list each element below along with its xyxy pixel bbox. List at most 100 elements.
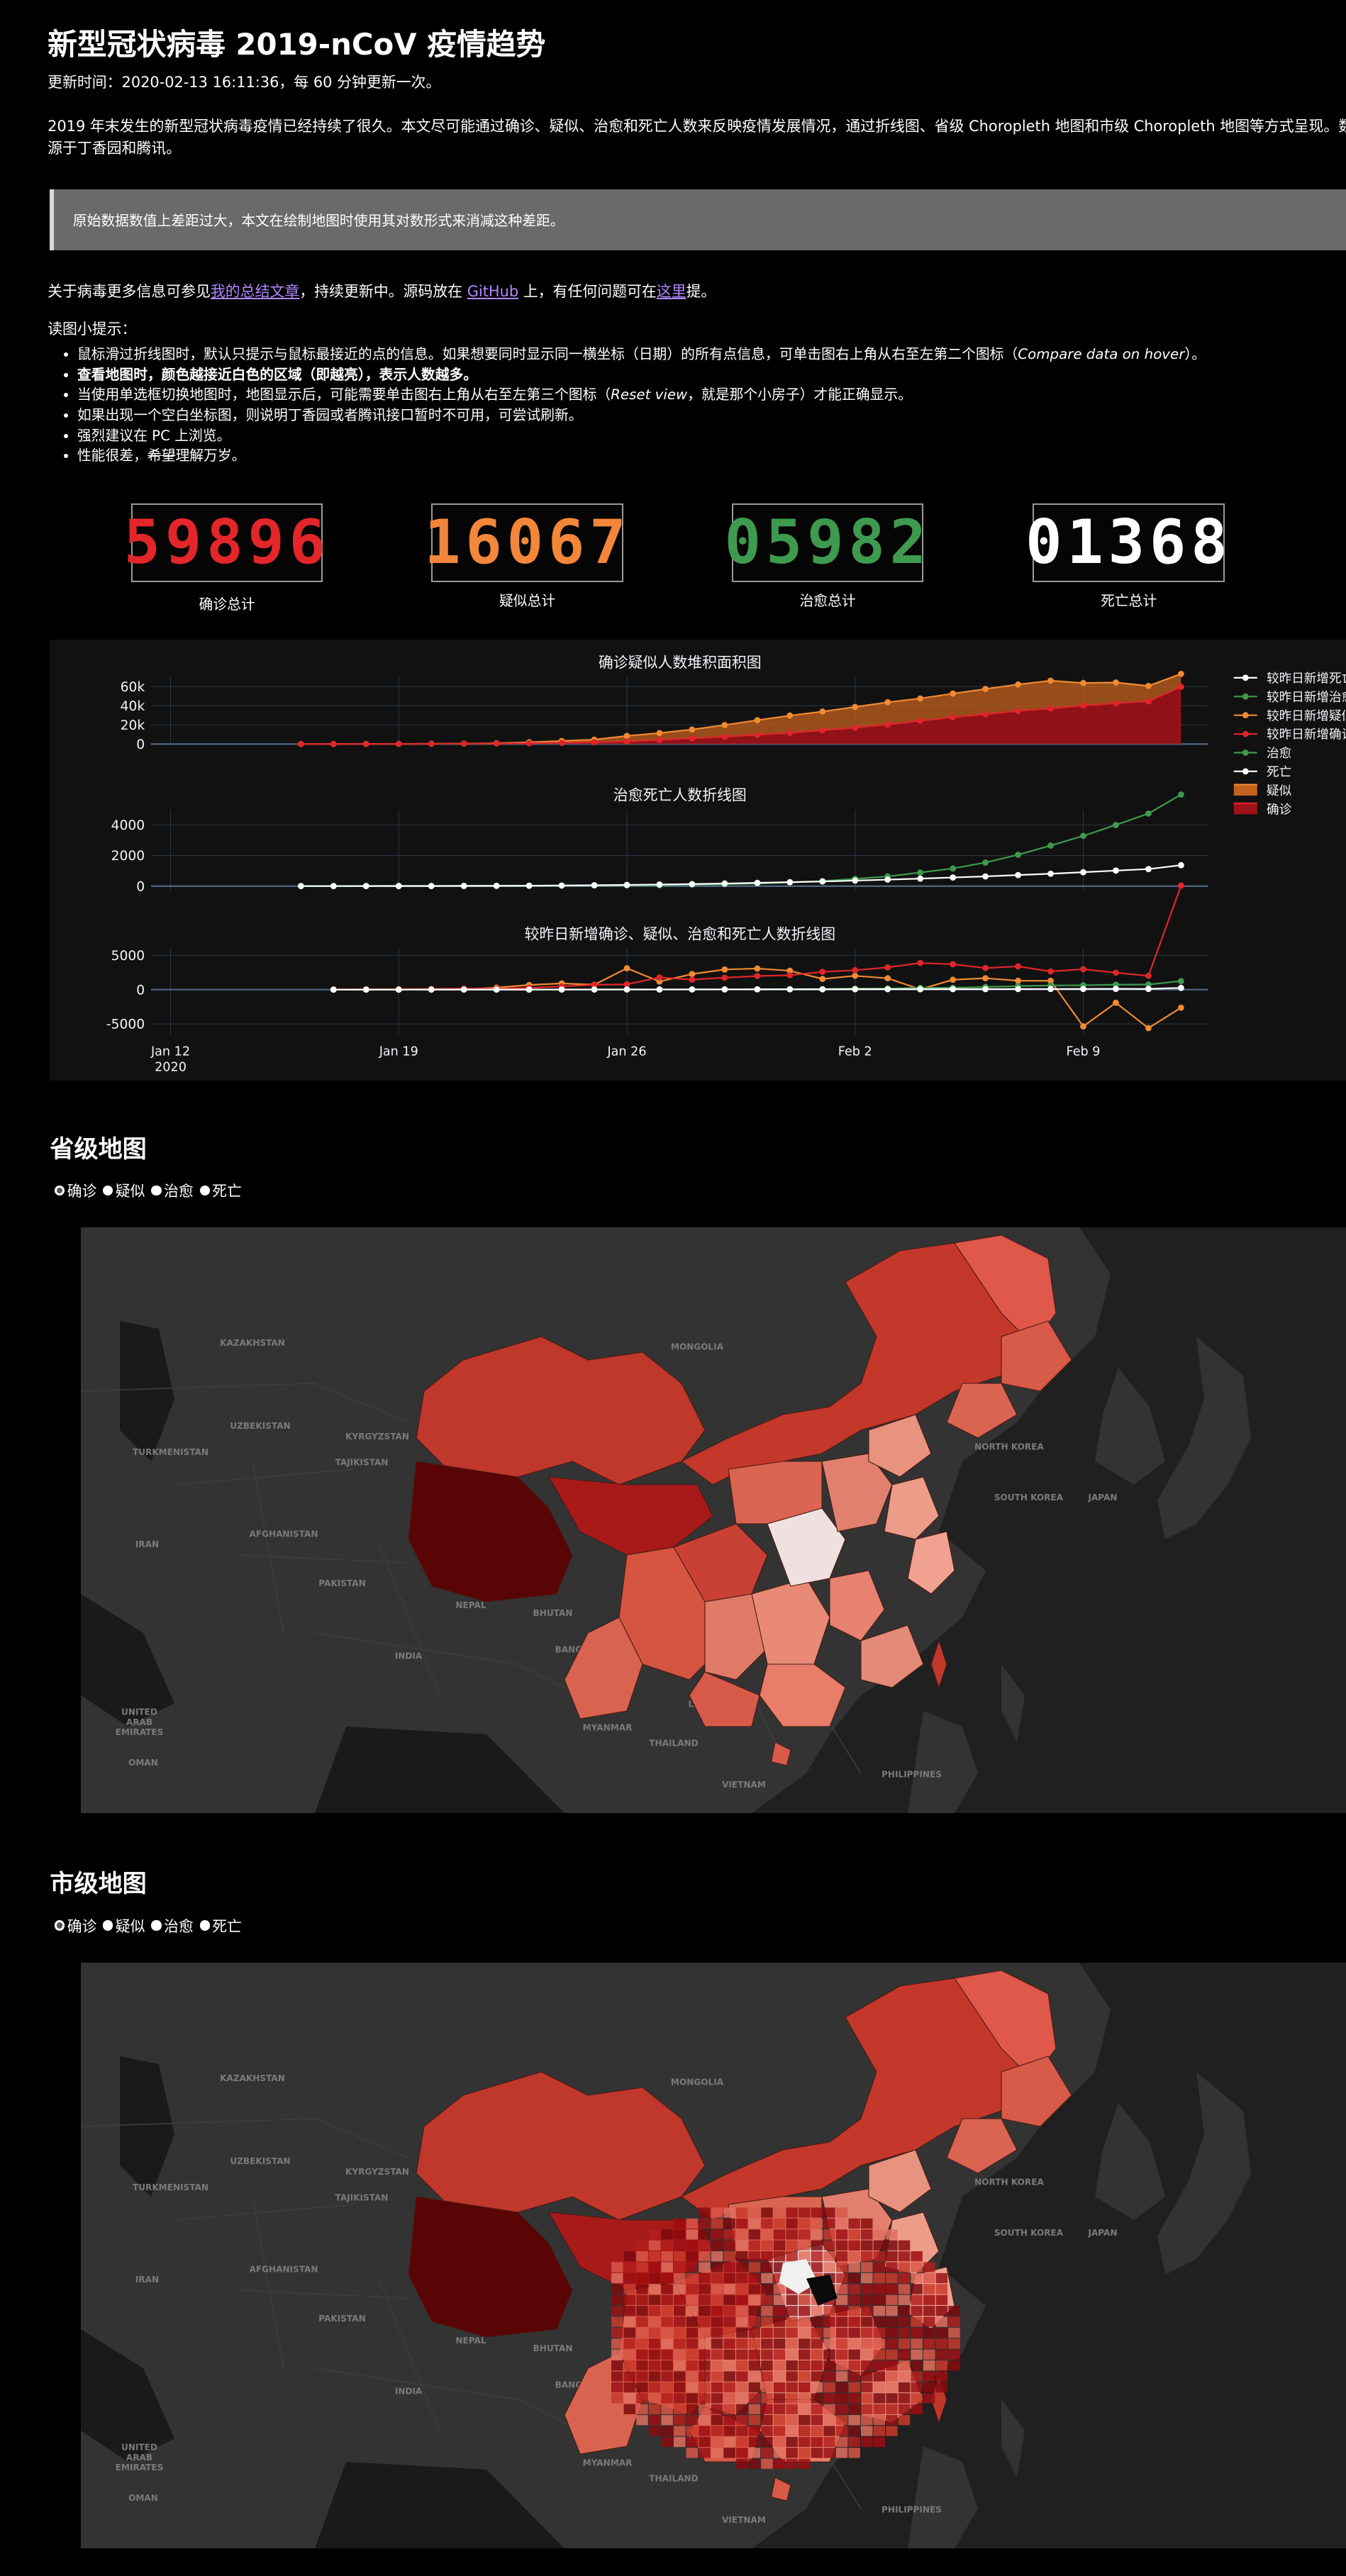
province-radio-suspected[interactable]: 疑似 <box>103 1180 145 1201</box>
city-region <box>811 2382 823 2392</box>
summary-article-link[interactable]: 我的总结文章 <box>210 283 300 300</box>
province-region <box>954 1970 1057 2080</box>
landmass <box>1001 1664 1025 1743</box>
province-region <box>408 2195 573 2338</box>
dead-line <box>301 864 1181 887</box>
city-choropleth-map[interactable]: KAZAKHSTAN MONGOLIA UZBEKISTAN KYRGYZSTAN TU… <box>81 1962 1346 2548</box>
city-region <box>711 2338 723 2349</box>
y-tick-label: 0 <box>137 737 145 752</box>
suspected-point <box>1015 681 1022 688</box>
dead-point <box>884 876 891 883</box>
city-region <box>711 2207 723 2218</box>
city-region <box>761 2349 774 2360</box>
city-region <box>861 2283 873 2295</box>
city-region <box>935 2382 948 2392</box>
city-region <box>786 2240 799 2251</box>
city-region <box>836 2229 848 2240</box>
border-line <box>252 1461 285 1634</box>
city-radio-confirmed[interactable]: 确诊 <box>55 1915 96 1936</box>
tip-item: 如果出现一个空白坐标图，则说明丁香园或者腾讯接口暂时不可用，可尝试刷新。 <box>77 406 1346 426</box>
city-region <box>623 2382 636 2392</box>
city-region <box>674 2392 686 2404</box>
dead-point <box>1178 862 1185 869</box>
province-map-svg[interactable]: KAZAKHSTAN MONGOLIA UZBEKISTAN KYRGYZSTAN TU… <box>81 1227 1346 1814</box>
province-radio-cured[interactable]: 治愈 <box>151 1180 194 1201</box>
city-region <box>736 2382 748 2392</box>
city-region <box>786 2349 799 2360</box>
province-radio-confirmed[interactable]: 确诊 <box>55 1180 96 1201</box>
github-link[interactable]: GitHub <box>467 283 519 300</box>
city-region <box>873 2382 886 2392</box>
issues-link[interactable]: 这里 <box>656 283 686 300</box>
city-region <box>836 2404 848 2414</box>
trend-chart-panel[interactable]: 0 20k 40k 60k 确诊疑似人数堆积面积图 0 2000 4000 治愈死亡人数折线图 -… <box>50 640 1346 1081</box>
province-radio-dead[interactable]: 死亡 <box>199 1180 242 1201</box>
more-info-mid1: ，持续更新中。源码放在 <box>299 283 467 300</box>
province-choropleth-map[interactable]: KAZAKHSTAN MONGOLIA UZBEKISTAN KYRGYZSTAN TU… <box>81 1227 1346 1814</box>
new-dead-point <box>330 986 338 993</box>
map-country-label: OMAN <box>129 2493 159 2503</box>
city-region <box>823 2349 836 2360</box>
tips-heading: 读图小提示： <box>48 320 137 338</box>
dead-point <box>950 874 957 881</box>
chart-title: 较昨日新增确诊、疑似、治愈和死亡人数折线图 <box>525 925 836 942</box>
legend-marker <box>1242 768 1250 775</box>
city-region <box>774 2338 786 2349</box>
city-region <box>711 2425 723 2436</box>
city-region <box>686 2305 699 2316</box>
city-region <box>786 2404 799 2414</box>
city-region <box>661 2240 674 2251</box>
city-region <box>686 2240 699 2251</box>
map-country-label: PHILIPPINES <box>881 1770 942 1780</box>
legend-label: 较昨日新增治愈 <box>1267 691 1346 705</box>
city-region <box>886 2240 899 2251</box>
city-region <box>699 2229 711 2240</box>
city-region <box>661 2360 674 2370</box>
city-region <box>861 2327 873 2338</box>
city-radio-dead[interactable]: 死亡 <box>199 1915 242 1936</box>
map-country-label: AFGHANISTAN <box>250 1529 318 1539</box>
city-region <box>899 2251 911 2261</box>
dead-point <box>298 883 305 890</box>
city-region <box>935 2349 948 2360</box>
city-region <box>761 2370 774 2382</box>
city-region <box>923 2370 935 2382</box>
city-region <box>686 2447 699 2458</box>
city-region <box>711 2404 723 2414</box>
city-region <box>823 2218 836 2229</box>
trend-chart-svg[interactable]: 0 20k 40k 60k 确诊疑似人数堆积面积图 0 2000 4000 治愈死亡人数折线图 -… <box>50 640 1346 1081</box>
dead-point <box>917 875 924 882</box>
border-line <box>252 2196 285 2368</box>
border-line <box>237 2289 409 2299</box>
city-region <box>636 2273 649 2283</box>
new-dead-point <box>689 986 696 993</box>
city-radio-suspected[interactable]: 疑似 <box>103 1915 145 1936</box>
city-region <box>899 2338 911 2349</box>
city-region <box>873 2273 886 2283</box>
city-region <box>723 2360 736 2370</box>
new-confirmed-point <box>754 973 761 979</box>
suspected-point <box>689 726 696 733</box>
dead-point <box>1145 866 1152 873</box>
city-region <box>886 2382 899 2392</box>
city-region <box>736 2349 748 2360</box>
map-country-label: SOUTH KOREA <box>994 1493 1064 1502</box>
city-region <box>699 2305 711 2316</box>
city-region <box>786 2382 799 2392</box>
city-radio-cured[interactable]: 治愈 <box>151 1915 194 1936</box>
city-region <box>774 2382 786 2392</box>
city-region <box>723 2305 736 2316</box>
city-region <box>736 2404 748 2414</box>
map-country-label: KYRGYZSTAN <box>345 1432 409 1442</box>
city-region <box>848 2414 861 2425</box>
city-region <box>948 2305 961 2316</box>
city-region <box>811 2338 823 2349</box>
city-map-svg[interactable]: KAZAKHSTAN MONGOLIA UZBEKISTAN KYRGYZSTAN TU… <box>81 1962 1346 2548</box>
new-confirmed-point <box>819 969 826 976</box>
legend-label: 较昨日新增疑似 <box>1267 709 1346 723</box>
city-region <box>748 2404 761 2414</box>
new-dead-point <box>461 986 467 993</box>
suspected-point <box>1145 682 1152 689</box>
city-region <box>761 2251 774 2261</box>
new-confirmed-point <box>786 971 794 978</box>
